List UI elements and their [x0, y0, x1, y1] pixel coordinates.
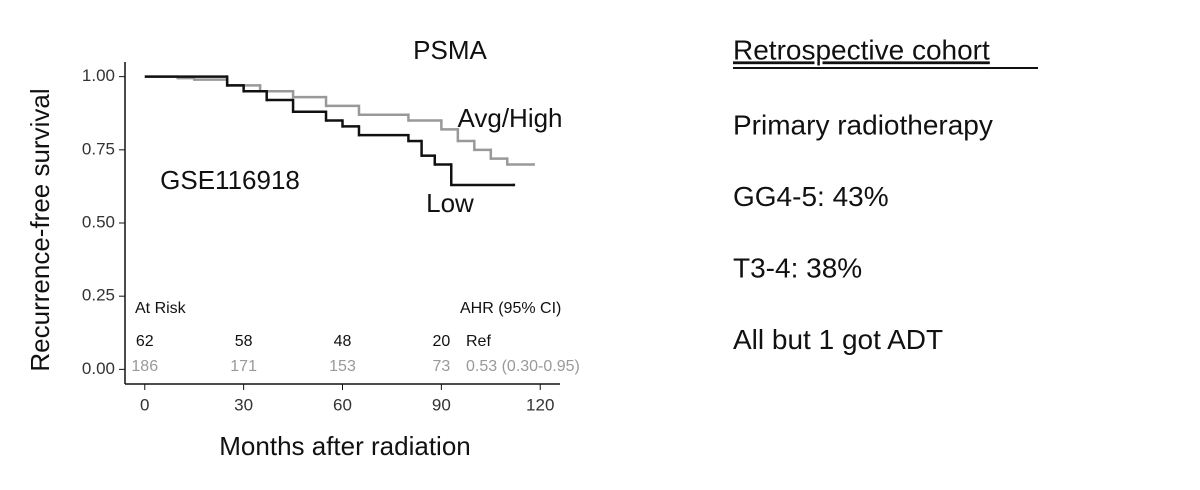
- x-tick-label: 90: [432, 395, 451, 414]
- hazard-ratio: 0.53 (0.30-0.95): [466, 358, 580, 375]
- risk-title: At Risk: [135, 300, 187, 317]
- side-heading: Retrospective cohort: [733, 34, 990, 65]
- y-tick-label: 1.00: [82, 66, 115, 85]
- side-item: T3-4: 38%: [733, 252, 862, 283]
- x-tick-label: 120: [526, 395, 554, 414]
- legend-label: Low: [426, 188, 474, 218]
- y-tick-label: 0.50: [82, 212, 115, 231]
- at-risk-count: 20: [432, 333, 450, 350]
- x-tick-label: 30: [234, 395, 253, 414]
- chart-title: PSMA: [413, 35, 487, 65]
- y-tick-label: 0.00: [82, 359, 115, 378]
- at-risk-count: 58: [235, 333, 253, 350]
- x-tick-label: 60: [333, 395, 352, 414]
- x-tick-label: 0: [140, 395, 149, 414]
- at-risk-count: 153: [329, 358, 356, 375]
- side-item: Primary radiotherapy: [733, 109, 993, 140]
- y-tick-label: 0.25: [82, 286, 115, 305]
- hazard-ratio: Ref: [466, 333, 491, 350]
- y-tick-label: 0.75: [82, 139, 115, 158]
- side-item: All but 1 got ADT: [733, 324, 943, 355]
- at-risk-count: 62: [136, 333, 154, 350]
- at-risk-count: 186: [131, 358, 158, 375]
- y-axis-label: Recurrence-free survival: [25, 88, 55, 371]
- x-axis-label: Months after radiation: [219, 431, 470, 461]
- hr-title: AHR (95% CI): [460, 300, 561, 317]
- legend-label: Avg/High: [457, 103, 562, 133]
- side-item: GG4-5: 43%: [733, 181, 889, 212]
- at-risk-count: 48: [334, 333, 352, 350]
- at-risk-count: 73: [432, 358, 450, 375]
- at-risk-count: 171: [230, 358, 257, 375]
- dataset-label: GSE116918: [160, 165, 300, 195]
